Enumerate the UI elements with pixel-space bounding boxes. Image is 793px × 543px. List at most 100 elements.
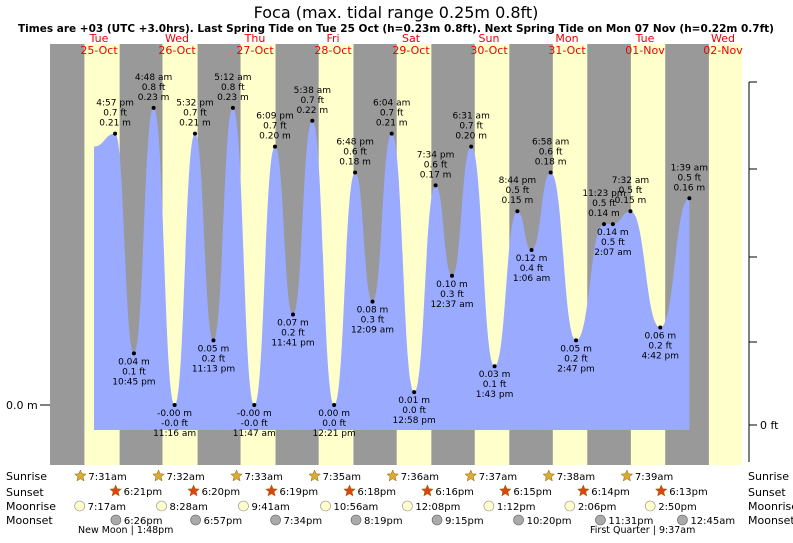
tide-label: 0.8 ft <box>142 83 166 93</box>
sunrise-icon <box>230 469 243 482</box>
sunset-icon <box>576 484 590 497</box>
tide-point <box>230 105 235 110</box>
moonrise-time: 2:50pm <box>658 502 697 513</box>
tide-label: 1:06 am <box>513 274 550 284</box>
moonrise-time: 10:56am <box>334 502 379 513</box>
tide-point <box>469 144 474 149</box>
tide-label: 0.14 m <box>588 209 620 219</box>
sunset-time: 6:14pm <box>591 487 630 498</box>
moonset-time: 7:34pm <box>284 516 323 527</box>
tide-label: 0.21 m <box>179 119 211 129</box>
tide-area <box>94 107 690 430</box>
tide-point <box>211 338 216 343</box>
tide-label: -0.0 ft <box>161 419 188 429</box>
tide-label: 11:23 pm <box>582 189 625 199</box>
sunset-time: 6:15pm <box>513 487 552 498</box>
tide-point <box>492 364 497 369</box>
sunrise-time: 7:31am <box>88 472 126 483</box>
tide-label: 5:38 am <box>294 86 331 96</box>
sunset-time: 6:20pm <box>202 487 241 498</box>
moonset-time: 11:31pm <box>608 516 653 527</box>
sunrise-icon <box>386 469 400 482</box>
tide-point <box>172 403 177 407</box>
tide-label: 0.2 ft <box>202 354 226 364</box>
sunrise-icon <box>464 469 478 482</box>
tide-point <box>548 170 553 175</box>
row-label-right: Moonset <box>748 514 793 527</box>
chart-subtitle: Times are +03 (UTC +3.0hrs). Last Spring… <box>18 23 774 35</box>
day-of-week-label: Tue <box>89 32 109 45</box>
row-label-left: Sunrise <box>6 470 47 483</box>
right-axis-zero-label: 0 ft <box>760 419 779 432</box>
sunrise-icon <box>152 469 165 482</box>
tide-label: 0.03 m <box>479 370 511 380</box>
moonset-icon <box>190 514 201 526</box>
moonrise-time: 7:17am <box>88 502 126 513</box>
sunset-icon <box>187 484 200 497</box>
sunset-icon <box>421 484 434 497</box>
tide-label: 11:16 am <box>153 429 196 439</box>
tide-label: 0.7 ft <box>183 109 207 119</box>
sunrise-icon <box>74 469 87 482</box>
tide-label: 0.01 m <box>398 396 430 406</box>
moonset-time: 12:45am <box>690 516 735 527</box>
tide-label: 4:42 pm <box>641 351 679 361</box>
tide-label: 0.7 ft <box>459 122 483 132</box>
tide-label: 7:34 pm <box>417 150 455 160</box>
tide-label: 0.05 m <box>560 344 592 354</box>
tide-label: 0.1 ft <box>483 380 507 390</box>
tide-label: -0.0 ft <box>241 419 268 429</box>
day-of-week-label: Sun <box>479 32 500 45</box>
day-of-week-label: Wed <box>711 32 735 45</box>
tide-label: 0.20 m <box>259 132 291 142</box>
tide-point <box>433 183 438 188</box>
sunrise-time: 7:32am <box>166 472 204 483</box>
tide-label: 0.6 ft <box>539 147 563 157</box>
tide-label: 0.8 ft <box>221 83 245 93</box>
tide-label: 0.06 m <box>644 331 676 341</box>
tide-point <box>389 131 394 136</box>
moonset-time: 6:57pm <box>204 516 243 527</box>
daylight-band <box>708 44 742 465</box>
tide-label: 6:09 pm <box>256 112 294 122</box>
moonrise-icon <box>238 500 249 512</box>
sunrise-time: 7:33am <box>245 472 283 483</box>
tide-label: 6:48 pm <box>336 137 374 147</box>
tide-label: 0.5 ft <box>678 173 702 183</box>
tide-label: 0.04 m <box>118 357 150 367</box>
sunset-icon <box>343 484 356 497</box>
row-label-left: Moonrise <box>6 500 56 513</box>
moonset-time: 10:20pm <box>527 516 572 527</box>
sunset-time: 6:13pm <box>669 487 708 498</box>
tide-label: 0.5 ft <box>619 186 643 196</box>
tide-label: 12:21 pm <box>312 429 355 439</box>
moonrise-time: 2:06pm <box>578 502 617 513</box>
tide-point <box>131 351 136 356</box>
tide-label: 0.08 m <box>357 306 389 316</box>
tide-label: 0.3 ft <box>361 316 385 326</box>
tide-label: 0.23 m <box>138 93 170 103</box>
moonrise-time: 12:08pm <box>415 502 460 513</box>
moonrise-icon <box>483 500 495 512</box>
tide-label: 0.17 m <box>420 170 452 180</box>
date-label: 01-Nov <box>625 44 665 57</box>
tide-label: 12:58 pm <box>393 416 436 426</box>
tide-label: 6:04 am <box>373 99 410 109</box>
moonset-icon <box>595 514 606 526</box>
row-label-right: Moonrise <box>748 500 793 513</box>
tide-label: 10:45 pm <box>112 377 155 387</box>
tide-label: 0.5 ft <box>601 238 625 248</box>
tide-label: 0.3 ft <box>440 290 464 300</box>
day-labels: Tue25-OctWed26-OctThu27-OctFri28-OctSat2… <box>80 32 743 57</box>
tide-label: 0.6 ft <box>343 147 367 157</box>
tide-label: 0.21 m <box>376 119 408 129</box>
tide-label: 0.15 m <box>615 196 647 206</box>
date-label: 30-Oct <box>470 44 508 57</box>
sunset-icon <box>109 484 122 497</box>
tide-point <box>574 338 579 343</box>
moonrise-icon <box>74 500 85 512</box>
